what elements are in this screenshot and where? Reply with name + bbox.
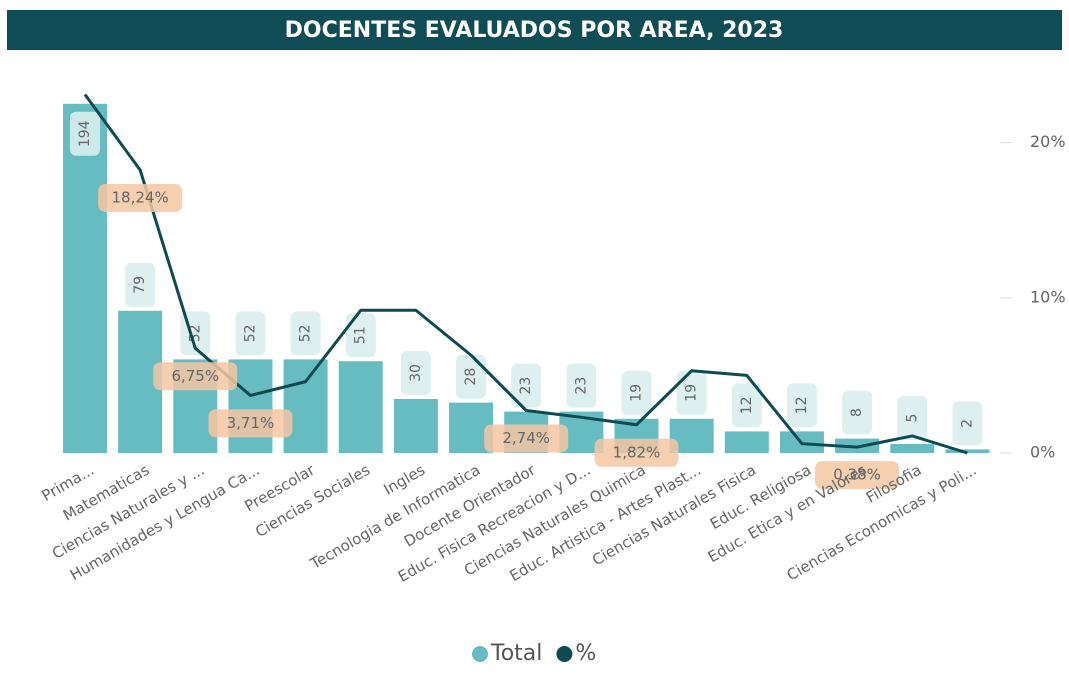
bar xyxy=(283,359,328,453)
line-label-box xyxy=(208,409,293,438)
bar xyxy=(724,431,769,453)
bar-label: 12 xyxy=(739,396,755,414)
bar-label: 8 xyxy=(849,408,865,417)
bar-label: 52 xyxy=(242,324,258,342)
bar xyxy=(890,444,935,453)
y2-tick-label: 10% xyxy=(1030,287,1066,306)
bar-label: 5 xyxy=(904,414,920,423)
bar-label: 51 xyxy=(353,326,369,344)
bar-label-box xyxy=(621,370,652,415)
legend-swatch xyxy=(472,646,488,662)
bar-label-box xyxy=(345,313,376,358)
y2-tick-label: 20% xyxy=(1030,132,1066,151)
bar-label-box xyxy=(69,111,100,156)
legend-swatch xyxy=(556,646,573,662)
line-label: 1,82% xyxy=(613,443,661,461)
legend-label: % xyxy=(575,641,596,666)
bar-label-box xyxy=(511,363,542,408)
bar-label: 79 xyxy=(132,276,148,294)
line-label-box xyxy=(594,438,679,467)
line-label-box xyxy=(153,362,238,391)
bar xyxy=(62,103,107,454)
line-label: 3,71% xyxy=(227,414,275,432)
bar-label-box xyxy=(456,354,487,399)
bar-label-box xyxy=(400,351,431,395)
bar-label-box xyxy=(952,401,983,446)
bar-label: 52 xyxy=(298,324,314,342)
bar-label: 30 xyxy=(408,364,424,382)
bar-label: 19 xyxy=(684,384,700,402)
bar-label-box xyxy=(786,383,817,428)
bar-label-box xyxy=(566,363,597,408)
y2-tick-label: 0% xyxy=(1030,443,1055,462)
bar-label-box xyxy=(897,396,928,440)
legend-label: Total xyxy=(490,641,542,666)
line-label: 0,38% xyxy=(833,466,881,484)
bar-label-box xyxy=(290,311,321,356)
line-label: 2,74% xyxy=(502,429,550,447)
line-label: 6,75% xyxy=(171,367,219,385)
bar-label-box xyxy=(842,390,873,435)
bar-label: 194 xyxy=(77,120,93,147)
bar-label-box xyxy=(235,311,266,356)
bar-label: 19 xyxy=(629,384,645,402)
bar xyxy=(945,449,990,453)
title-bar xyxy=(7,10,1062,50)
bar xyxy=(338,361,383,453)
line-label-box xyxy=(98,183,183,212)
bar-label: 12 xyxy=(794,396,810,414)
bar-label-box xyxy=(125,262,156,307)
bar-label: 2 xyxy=(959,419,975,428)
bar-label: 23 xyxy=(573,377,589,395)
line-label-box xyxy=(484,424,569,453)
line-label-box xyxy=(815,461,900,490)
bar-label: 23 xyxy=(518,377,534,395)
chart-title: DOCENTES EVALUADOS POR AREA, 2023 xyxy=(285,18,784,43)
bar xyxy=(393,399,438,453)
bar-label: 28 xyxy=(463,368,479,386)
bar-label-box xyxy=(731,383,762,428)
line-label: 18,24% xyxy=(112,188,169,206)
bar-label-box xyxy=(676,370,707,415)
